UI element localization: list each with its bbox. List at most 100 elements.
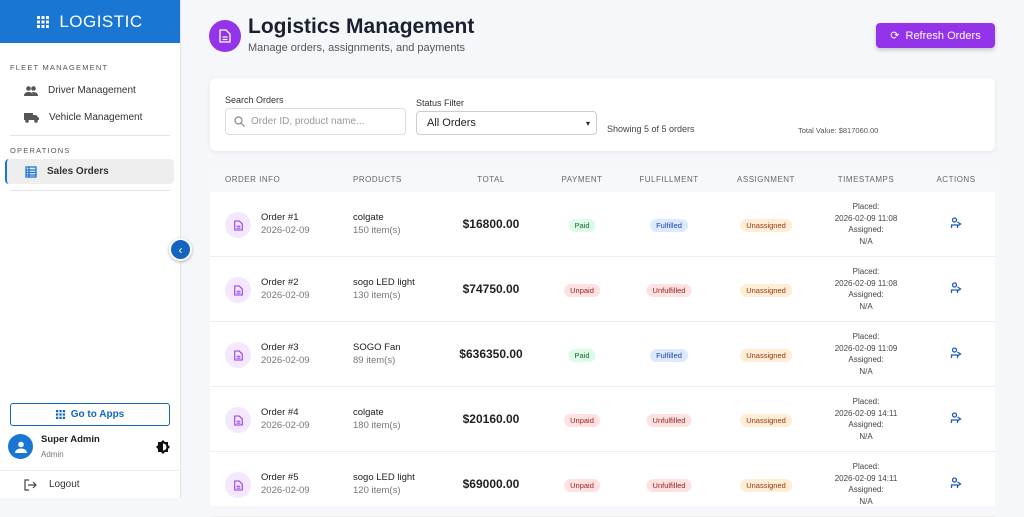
filter-card: Search Orders Order ID, product name... … (210, 78, 995, 151)
fulfillment-badge: Unfulfilled (646, 414, 692, 427)
assign-driver-icon[interactable] (950, 477, 962, 492)
refresh-icon: ⟳ (890, 30, 900, 42)
divider (10, 190, 170, 191)
assigned-label: Assigned: (848, 485, 884, 494)
go-to-apps-label: Go to Apps (70, 409, 125, 420)
sidebar-item-vehicle-management[interactable]: Vehicle Management (0, 104, 180, 131)
fulfillment-badge: Unfulfilled (646, 479, 692, 492)
column-header: TIMESTAMPS (837, 175, 895, 184)
placed-time: 2026-02-09 14:11 (834, 408, 898, 418)
payment-badge: Unpaid (564, 414, 600, 427)
order-id: Order #4 (261, 407, 299, 418)
assigned-time: N/A (859, 431, 873, 441)
product-items: 130 item(s) (353, 290, 401, 301)
document-icon (225, 472, 251, 498)
divider (10, 135, 170, 136)
page-subtitle: Manage orders, assignments, and payments (248, 42, 466, 54)
product-items: 120 item(s) (353, 485, 401, 496)
sidebar-item-label: Vehicle Management (49, 112, 143, 123)
section-operations: OPERATIONS (10, 146, 71, 155)
column-header: FULFILLMENT (639, 175, 699, 184)
document-icon (209, 20, 241, 52)
search-label: Search Orders (225, 95, 284, 105)
assign-driver-icon[interactable] (950, 282, 962, 297)
people-icon (24, 85, 38, 96)
table-row[interactable]: Order #5 2026-02-09 sogo LED light 120 i… (210, 452, 995, 517)
fulfillment-badge: Fulfilled (650, 349, 688, 362)
assigned-time: N/A (859, 496, 873, 506)
apps-grid-icon (37, 15, 50, 28)
placed-label: Placed: (852, 267, 880, 276)
placed-time: 2026-02-09 11:08 (834, 213, 898, 223)
timestamps: Placed: 2026-02-09 14:11 Assigned: N/A (835, 461, 898, 507)
column-header: ORDER INFO (225, 175, 281, 184)
product-items: 150 item(s) (353, 225, 401, 236)
order-id: Order #5 (261, 472, 299, 483)
logout-icon (24, 478, 37, 491)
assigned-label: Assigned: (848, 225, 884, 234)
column-header: PAYMENT (561, 175, 603, 184)
placed-label: Placed: (852, 332, 880, 341)
chevron-down-icon: ▾ (585, 118, 590, 128)
assigned-time: N/A (859, 301, 873, 311)
brand-header[interactable]: LOGISTIC (0, 0, 180, 43)
timestamps: Placed: 2026-02-09 14:11 Assigned: N/A (835, 396, 898, 442)
assigned-label: Assigned: (848, 290, 884, 299)
logout-button[interactable]: Logout (0, 470, 180, 498)
column-header: PRODUCTS (353, 175, 402, 184)
brand-name: LOGISTIC (59, 11, 143, 31)
payment-badge: Paid (568, 219, 596, 232)
assign-driver-icon[interactable] (950, 217, 962, 232)
apps-grid-icon (55, 410, 65, 419)
search-icon (234, 116, 245, 127)
assigned-label: Assigned: (848, 355, 884, 364)
person-icon (14, 441, 27, 453)
collapse-sidebar-button[interactable]: ‹ (169, 238, 192, 261)
assignment-badge: Unassigned (740, 349, 792, 362)
refresh-orders-button[interactable]: ⟳ Refresh Orders (876, 23, 995, 48)
payment-badge: Unpaid (564, 479, 600, 492)
order-id: Order #1 (261, 212, 299, 223)
total-value: Total Value: $817060.00 (798, 126, 879, 135)
order-date: 2026-02-09 (261, 485, 310, 496)
placed-label: Placed: (852, 462, 880, 471)
table-row[interactable]: Order #2 2026-02-09 sogo LED light 130 i… (210, 257, 995, 322)
status-filter-value: All Orders (427, 117, 476, 129)
go-to-apps-button[interactable]: Go to Apps (10, 403, 170, 426)
page-title: Logistics Management (248, 15, 475, 38)
refresh-label: Refresh Orders (905, 29, 981, 42)
showing-count: Showing 5 of 5 orders (607, 124, 695, 134)
theme-toggle-icon[interactable] (156, 439, 170, 454)
order-total: $16800.00 (462, 217, 520, 231)
order-date: 2026-02-09 (261, 290, 310, 301)
product-name: colgate (353, 407, 384, 418)
chevron-left-icon: ‹ (178, 242, 183, 257)
timestamps: Placed: 2026-02-09 11:09 Assigned: N/A (835, 331, 898, 377)
assign-driver-icon[interactable] (950, 412, 962, 427)
status-filter-select[interactable]: All Orders ▾ (416, 111, 597, 135)
product-name: SOGO Fan (353, 342, 401, 353)
avatar[interactable] (8, 434, 33, 459)
sidebar-item-sales-orders[interactable]: Sales Orders (5, 159, 174, 184)
table-row[interactable]: Order #1 2026-02-09 colgate 150 item(s) … (210, 192, 995, 257)
payment-badge: Unpaid (564, 284, 600, 297)
assigned-time: N/A (859, 236, 873, 246)
search-placeholder: Order ID, product name... (251, 116, 365, 127)
table-row[interactable]: Order #4 2026-02-09 colgate 180 item(s) … (210, 387, 995, 452)
table-header: ORDER INFO PRODUCTS TOTAL PAYMENT FULFIL… (210, 166, 995, 192)
sidebar-item-driver-management[interactable]: Driver Management (0, 77, 180, 104)
orders-table: ORDER INFO PRODUCTS TOTAL PAYMENT FULFIL… (210, 166, 995, 517)
column-header: ASSIGNMENT (737, 175, 795, 184)
product-name: colgate (353, 212, 384, 223)
search-input[interactable]: Order ID, product name... (225, 108, 406, 135)
product-name: sogo LED light (353, 472, 415, 483)
placed-time: 2026-02-09 14:11 (834, 473, 898, 483)
column-header: ACTIONS (936, 175, 976, 184)
product-items: 180 item(s) (353, 420, 401, 431)
assignment-badge: Unassigned (740, 414, 792, 427)
order-date: 2026-02-09 (261, 420, 310, 431)
assign-driver-icon[interactable] (950, 347, 962, 362)
order-total: $636350.00 (459, 347, 523, 361)
order-id: Order #3 (261, 342, 299, 353)
table-row[interactable]: Order #3 2026-02-09 SOGO Fan 89 item(s) … (210, 322, 995, 387)
